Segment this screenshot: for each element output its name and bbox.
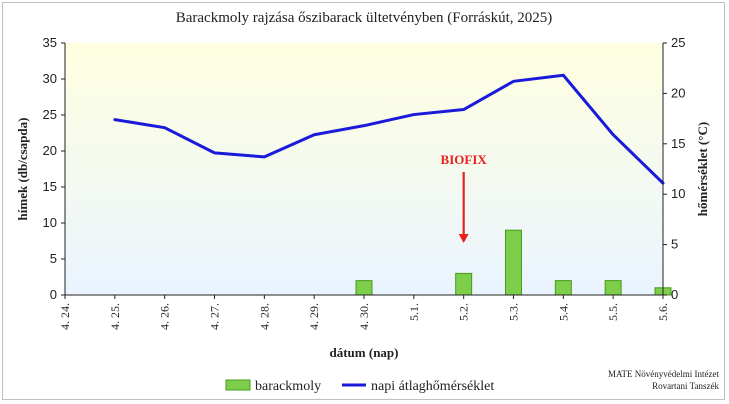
x-tick-label: 5.3. — [507, 303, 521, 321]
legend: barackmoly napi átlaghőmérséklet — [225, 379, 494, 394]
y2-tick-label: 25 — [671, 35, 685, 50]
legend-swatch-barackmoly — [225, 379, 251, 391]
bar-series — [355, 229, 672, 296]
x-tick-label: 4. 24. — [58, 303, 72, 330]
bar-5.5. — [604, 280, 622, 296]
x-tick-label: 4. 30. — [357, 303, 371, 330]
y2-tick-label: 20 — [671, 85, 685, 100]
y2-axis-label: hőmérséklet (°C) — [695, 122, 710, 216]
bar-5.2. — [455, 272, 473, 296]
plot-area — [65, 43, 663, 295]
biofix-annotation: BIOFIX — [441, 152, 488, 243]
x-axis-ticks: 4. 24. 4. 25. 4. 26. 4. 27. 4. 28. 4. 29. 4. 3… — [58, 295, 670, 330]
left-axis-ticks: 0 5 10 15 20 25 30 35 — [43, 35, 65, 302]
x-tick-label: 4. 28. — [257, 303, 271, 330]
bar-5.3. — [505, 229, 522, 296]
bar-4. 30. — [355, 280, 373, 296]
legend-label-barackmoly: barackmoly — [255, 379, 321, 394]
legend-label-temperature: napi átlaghőmérséklet — [371, 379, 494, 394]
credit-line-1: MATE Növényvédelmi Intézet — [608, 369, 719, 379]
x-axis-label: dátum (nap) — [330, 345, 399, 360]
x-tick-label: 5.2. — [457, 303, 471, 321]
bar-5.4. — [554, 280, 572, 296]
y-axis-label: hímek (db/csapda) — [15, 118, 30, 221]
y-tick-label: 25 — [43, 107, 57, 122]
x-tick-label: 4. 27. — [208, 303, 222, 330]
x-tick-label: 5.5. — [606, 303, 620, 321]
biofix-label: BIOFIX — [441, 152, 488, 167]
credit-line-2: Rovartani Tanszék — [652, 381, 719, 391]
y-tick-label: 20 — [43, 143, 57, 158]
temperature-line — [113, 73, 665, 185]
y2-tick-label: 5 — [671, 237, 678, 252]
x-tick-label: 5.1. — [407, 303, 421, 321]
y-tick-label: 5 — [50, 251, 57, 266]
chart-title: Barackmoly rajzása őszibarack ültetvényb… — [176, 10, 553, 26]
x-tick-label: 4. 26. — [158, 303, 172, 330]
y-tick-label: 0 — [50, 287, 57, 302]
y-tick-label: 15 — [43, 179, 57, 194]
x-tick-label: 5.4. — [556, 303, 570, 321]
y2-tick-label: 15 — [671, 136, 685, 151]
biofix-arrow-head — [458, 234, 469, 243]
x-tick-label: 4. 29. — [307, 303, 321, 330]
y-tick-label: 30 — [43, 71, 57, 86]
line-series — [113, 73, 665, 185]
y-tick-label: 10 — [43, 215, 57, 230]
right-axis-ticks: 0 5 10 15 20 25 — [663, 35, 685, 302]
y2-tick-label: 0 — [671, 287, 678, 302]
x-tick-label: 5.6. — [656, 303, 670, 321]
y-tick-label: 35 — [43, 35, 57, 50]
x-tick-label: 4. 25. — [108, 303, 122, 330]
y2-tick-label: 10 — [671, 186, 685, 201]
